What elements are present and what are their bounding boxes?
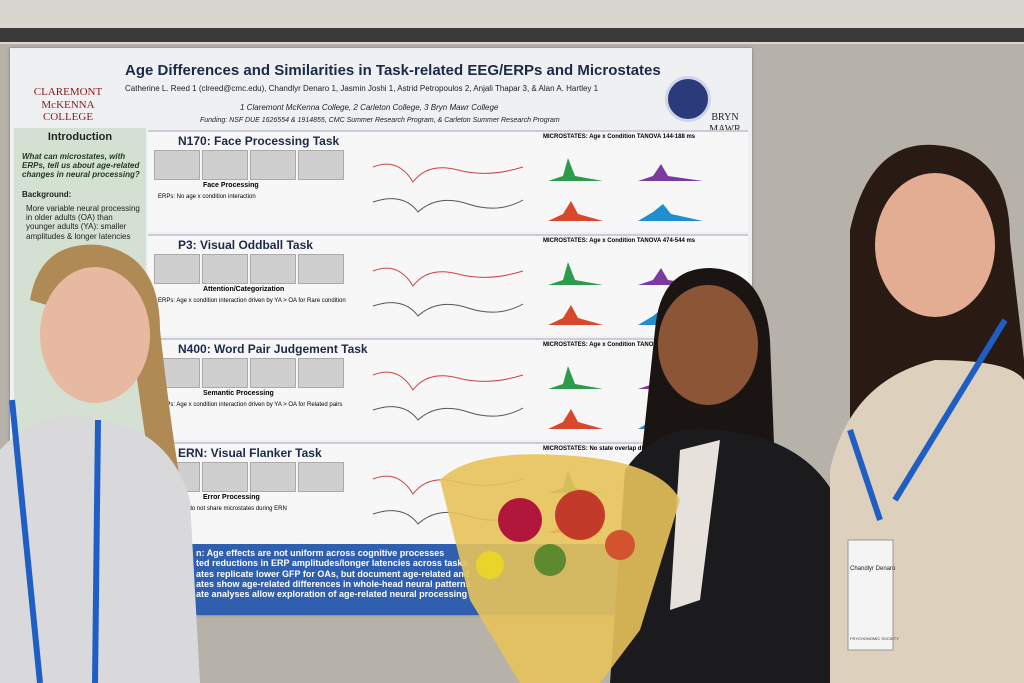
poster-board-frame xyxy=(0,28,1024,42)
intro-question: What can microstates, with ERPs, tell us… xyxy=(22,152,140,180)
microstates-heading: MICROSTATES: Age x Condition TANOVA 430-… xyxy=(543,342,696,348)
lanyard xyxy=(847,318,1008,521)
panel-title: ERN: Visual Flanker Task xyxy=(178,446,322,460)
gfp-chart xyxy=(548,262,703,325)
conclusion-line: n: Age effects are not uniform across co… xyxy=(196,548,445,558)
conclusion-line: ate analyses allow exploration of age-re… xyxy=(196,589,468,600)
gfp-plots xyxy=(543,146,743,226)
gfp-plots xyxy=(543,250,743,330)
panel-subhead: Error Processing xyxy=(203,494,260,501)
face xyxy=(658,285,758,405)
waveform xyxy=(372,267,524,317)
erp-waveform-plot xyxy=(368,350,528,430)
stimulus-box xyxy=(250,462,296,492)
stimulus-box xyxy=(298,254,344,284)
blouse xyxy=(670,440,720,610)
conclusion-line: ates replicate lower GFP for OAs, but do… xyxy=(196,568,470,579)
stimulus-box xyxy=(154,254,200,284)
erp-result: ERPs: Age x condition interaction driven… xyxy=(158,298,346,304)
seal xyxy=(665,76,711,122)
lanyard xyxy=(9,399,101,683)
panel-subhead: Semantic Processing xyxy=(203,390,274,397)
shirt xyxy=(0,416,200,683)
authors: Catherine L. Reed 1 (clreed@cmc.edu), Ch… xyxy=(125,84,599,93)
affiliations: 1 Claremont McKenna College, 2 Carleton … xyxy=(240,103,499,112)
poster-title: Age Differences and Similarities in Task… xyxy=(125,62,661,79)
task-panel: N170: Face Processing Task Face Processin… xyxy=(148,130,748,232)
intro-heading: Introduction xyxy=(47,131,113,143)
stimulus-box xyxy=(250,254,296,284)
panel-title: P3: Visual Oddball Task xyxy=(178,238,313,252)
microstates-heading: MICROSTATES: No state overlap difference xyxy=(543,446,667,452)
erp-result: ERPs: No age x condition interaction xyxy=(158,194,256,200)
stimulus-box xyxy=(298,358,344,388)
erp-waveform-plot xyxy=(368,246,528,326)
funding: Funding: NSF DUE 1626554 & 1914855, CMC … xyxy=(200,117,560,124)
background-text: More variable neural processing in older… xyxy=(26,204,140,241)
gfp-chart xyxy=(548,158,703,221)
flowers xyxy=(498,498,542,542)
stimulus-box xyxy=(202,150,248,180)
conclusion-line: ted reductions in ERP amplitudes/longer … xyxy=(196,558,468,569)
face xyxy=(40,267,150,403)
leaves xyxy=(534,544,566,576)
stimulus-box xyxy=(202,462,248,492)
badge-society: PSYCHONOMIC SOCIETY xyxy=(850,636,899,641)
flowers xyxy=(605,530,635,560)
face xyxy=(875,173,995,317)
stimulus-box xyxy=(202,254,248,284)
waveform xyxy=(372,371,524,421)
flowers xyxy=(476,551,504,579)
stimulus-box xyxy=(250,150,296,180)
panel-title: N170: Face Processing Task xyxy=(178,134,340,148)
erp-result: ERPs: Age x condition interaction driven… xyxy=(158,402,343,408)
conclusion-line: ates show age-related differences in who… xyxy=(196,579,471,590)
flowers xyxy=(555,490,605,540)
task-panel: P3: Visual Oddball Task Attention/Categor… xyxy=(148,234,748,336)
badge xyxy=(847,539,894,651)
panel-title: N400: Word Pair Judgement Task xyxy=(178,342,368,356)
microstates-heading: MICROSTATES: Age x Condition TANOVA 474-… xyxy=(543,238,696,244)
logo-left: CLAREMONT McKENNA COLLEGE xyxy=(33,86,103,124)
erp-result: OA and YA do not share microstates durin… xyxy=(158,506,287,512)
stimulus-box xyxy=(298,462,344,492)
panel-subhead: Face Processing xyxy=(203,182,259,189)
microstates-heading: MICROSTATES: Age x Condition TANOVA 144-… xyxy=(543,134,696,140)
stimulus-box xyxy=(202,358,248,388)
stimulus-box xyxy=(298,150,344,180)
badge-name: Chandlyr Denaro xyxy=(850,566,896,572)
stimulus-box xyxy=(154,150,200,180)
background-heading: Background: xyxy=(22,190,72,199)
erp-waveform-plot xyxy=(368,142,528,222)
waveform xyxy=(372,163,524,213)
panel-subhead: Attention/Categorization xyxy=(203,286,285,293)
stimulus-box xyxy=(250,358,296,388)
